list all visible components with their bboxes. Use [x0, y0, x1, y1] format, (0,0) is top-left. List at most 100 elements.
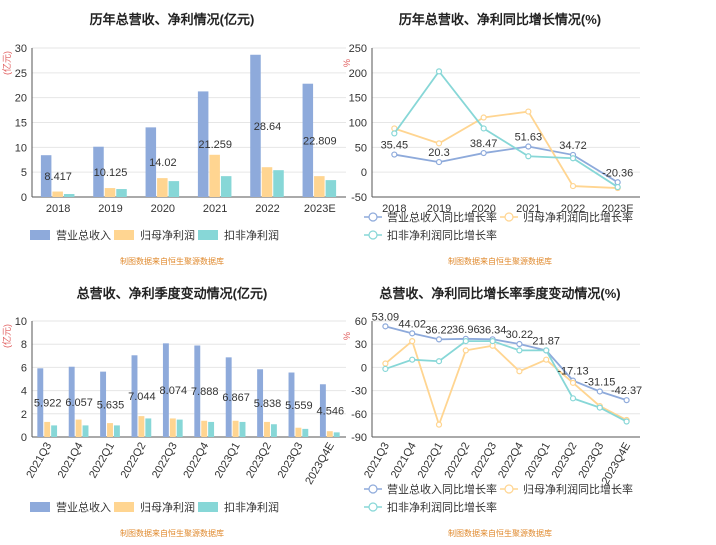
y-tick-label: -60 [351, 409, 367, 421]
series-point [480, 149, 487, 157]
y-axis-unit-label: % [342, 59, 352, 67]
series-point [569, 155, 577, 162]
bar-net-profit [201, 420, 208, 437]
bar-revenue [250, 54, 261, 197]
series-point [435, 158, 443, 166]
legend-marker [504, 484, 514, 494]
bar-net-profit [295, 427, 302, 437]
series-line-0 [385, 325, 627, 402]
series-point [435, 421, 443, 428]
bar-revenue [194, 345, 201, 437]
y-tick-label: 4 [21, 386, 27, 398]
series-point [623, 418, 630, 425]
y-tick-label: 50 [355, 142, 367, 154]
legend-marker [368, 502, 378, 512]
series-point [382, 360, 389, 367]
x-tick-label: 2023Q2 [244, 441, 274, 481]
x-tick-label: 2023Q1 [213, 441, 243, 481]
legend-label: 归母净利润 [140, 500, 195, 514]
bar-deducted-profit [273, 170, 284, 197]
legend-label: 营业总收入 [56, 500, 111, 514]
series-point [409, 330, 416, 337]
series-point [435, 358, 443, 365]
series-point [623, 397, 630, 404]
legend-swatch [30, 230, 50, 240]
y-tick-label: 0 [21, 192, 27, 204]
bar-revenue [145, 127, 157, 197]
bar-revenue [100, 371, 107, 437]
bar-net-profit [209, 154, 220, 197]
data-label: 5.838 [254, 398, 282, 410]
y-tick-label: -30 [351, 386, 367, 398]
series-line-1 [384, 339, 628, 428]
bar-revenue [302, 83, 314, 197]
bar-revenue [197, 91, 209, 197]
data-label: 36.22 [425, 324, 453, 336]
y-tick-label: 2 [21, 409, 27, 421]
series-point [391, 130, 398, 137]
x-tick-label: 2019 [427, 203, 451, 215]
data-label: 4.546 [317, 406, 345, 418]
bar-revenue [40, 155, 52, 197]
series-point [543, 347, 550, 354]
series-point [543, 356, 550, 363]
legend-label: 扣非净利润同比增长率 [387, 228, 497, 242]
source-note: 制图数据来自恒生聚源数据库 [448, 528, 552, 538]
data-label: -17.13 [557, 366, 588, 378]
data-label: 28.64 [254, 121, 282, 133]
chart-title: 历年总营收、净利同比增长情况(%) [399, 12, 601, 27]
y-tick-label: 10 [15, 316, 27, 328]
data-label: -20.36 [602, 167, 633, 179]
legend-label: 扣非净利润 [224, 228, 279, 242]
data-label: 6.867 [222, 392, 250, 404]
legend-marker [368, 212, 378, 222]
x-tick-label: 2021Q3 [362, 441, 392, 481]
source-note: 制图数据来自恒生聚源数据库 [448, 256, 552, 266]
bar-net-profit [264, 421, 270, 437]
bar-revenue [37, 368, 44, 437]
bar-net-profit [314, 176, 325, 197]
series-point [409, 356, 416, 363]
x-tick-label: 2023Q2 [550, 441, 580, 481]
data-label: 10.125 [94, 167, 128, 179]
x-tick-label: 2022Q4 [181, 441, 211, 481]
bar-deducted-profit [239, 421, 246, 437]
x-tick-label: 2022Q2 [442, 441, 472, 481]
y-tick-label: 6 [21, 362, 27, 374]
data-label: 38.47 [470, 138, 498, 150]
bar-net-profit [138, 416, 145, 437]
legend-label: 扣非净利润同比增长率 [387, 500, 497, 514]
x-tick-label: 2022 [561, 203, 585, 215]
series-point [462, 347, 469, 354]
data-label: 44.02 [398, 318, 426, 330]
series-point [516, 347, 523, 354]
bar-revenue [162, 343, 169, 437]
legend-label: 营业总收入 [56, 228, 111, 242]
series-point [614, 183, 621, 191]
y-tick-label: 100 [349, 118, 367, 130]
legend-swatch [198, 502, 218, 512]
series-point [516, 340, 523, 348]
series-point [462, 338, 469, 345]
x-tick-label: 2021 [203, 203, 227, 215]
y-tick-label: 200 [349, 68, 367, 80]
data-label: 5.635 [97, 399, 125, 411]
y-tick-label: -50 [351, 192, 367, 204]
bar-deducted-profit [63, 194, 75, 197]
x-tick-label: 2023E [602, 203, 634, 215]
x-tick-label: 2023E [304, 203, 336, 215]
data-label: 36.34 [479, 324, 507, 336]
data-label: 35.45 [381, 140, 409, 152]
x-tick-label: 2018 [382, 203, 406, 215]
series-point [480, 125, 487, 132]
x-tick-label: 2018 [46, 203, 70, 215]
legend-label: 归母净利润同比增长率 [523, 482, 633, 496]
bar-net-profit [104, 188, 116, 197]
y-tick-label: 5 [21, 167, 27, 179]
data-label: 36.96 [452, 324, 480, 336]
y-tick-label: 0 [21, 432, 27, 444]
bar-deducted-profit [302, 428, 309, 437]
data-label: 5.922 [34, 398, 62, 410]
series-point [569, 182, 577, 190]
